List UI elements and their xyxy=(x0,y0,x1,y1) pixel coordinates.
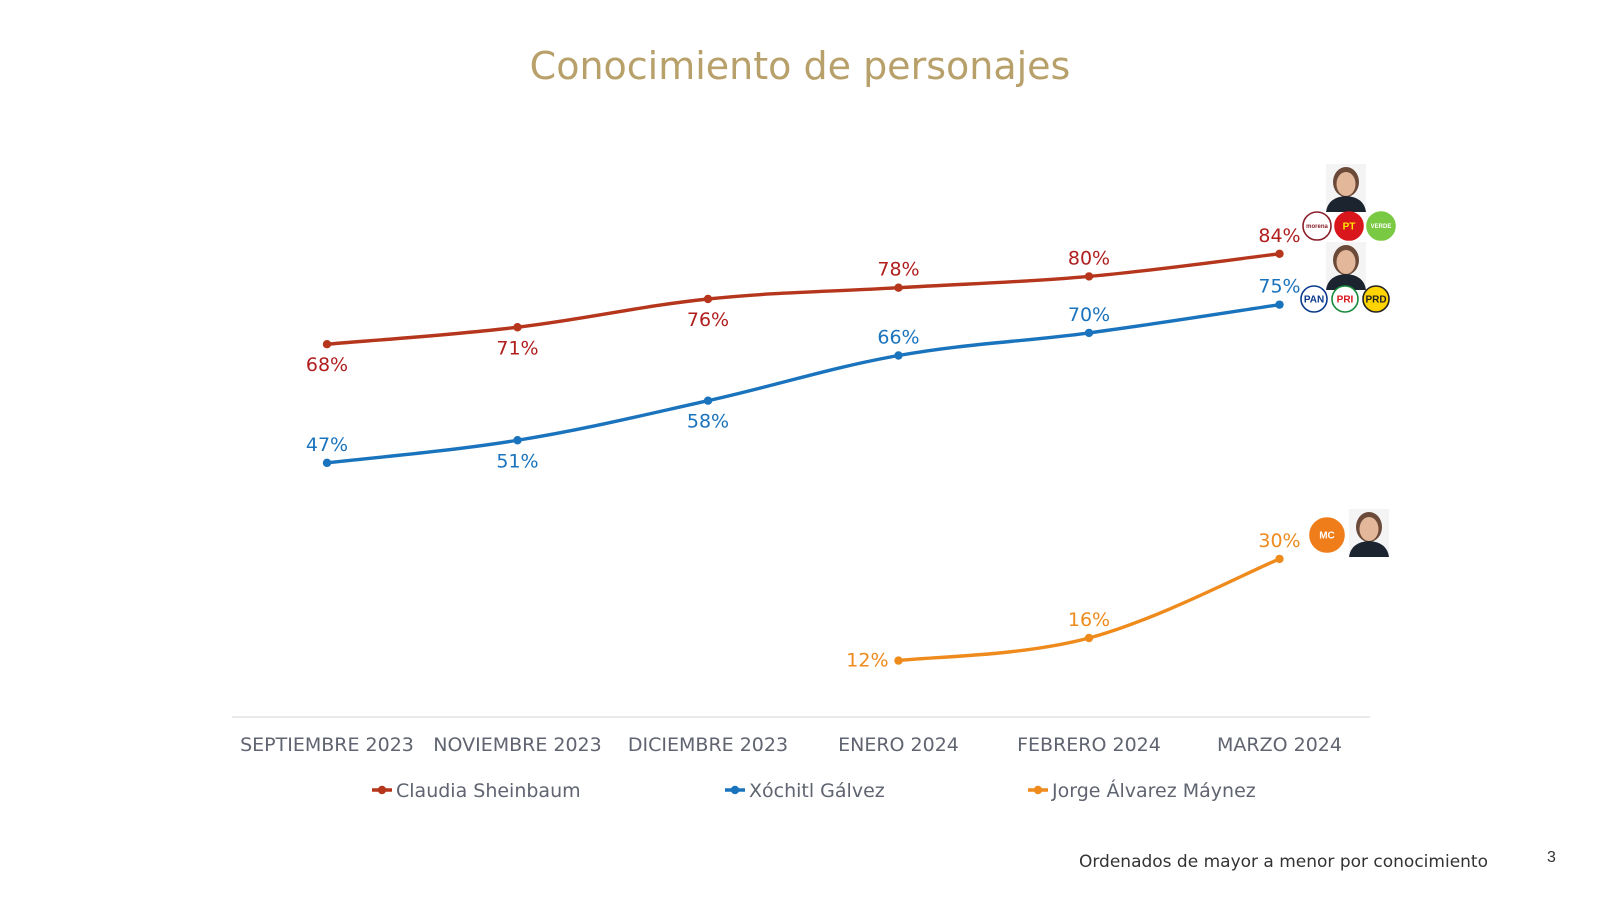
data-point xyxy=(1275,300,1284,309)
data-label: 66% xyxy=(877,327,919,349)
x-tick-label: MARZO 2024 xyxy=(1217,734,1342,756)
party-logo-icon: MC xyxy=(1309,517,1345,553)
svg-text:morena: morena xyxy=(1306,224,1328,230)
data-label: 75% xyxy=(1258,276,1300,298)
svg-text:PRI: PRI xyxy=(1337,295,1354,306)
series-line xyxy=(325,252,1282,346)
legend-swatch-dot xyxy=(730,785,740,795)
x-tick-label: SEPTIEMBRE 2023 xyxy=(240,734,414,756)
legend-swatch-dot xyxy=(377,785,387,795)
party-logo-icon: PRI xyxy=(1331,285,1359,313)
data-point xyxy=(1084,633,1094,643)
x-tick-label: DICIEMBRE 2023 xyxy=(628,734,788,756)
data-point xyxy=(894,351,903,360)
party-logo-icon: PRD xyxy=(1362,285,1390,313)
legend-label: Claudia Sheinbaum xyxy=(396,780,581,802)
party-logo-icon: PAN xyxy=(1300,285,1328,313)
legend-label: Jorge Álvarez Máynez xyxy=(1051,779,1256,802)
data-label: 70% xyxy=(1068,304,1110,326)
data-label: 16% xyxy=(1068,609,1110,631)
data-point xyxy=(1084,328,1094,338)
data-point xyxy=(894,283,903,292)
x-tick-label: NOVIEMBRE 2023 xyxy=(433,734,601,756)
chart-title: Conocimiento de personajes xyxy=(529,44,1071,88)
sheinbaum-photo xyxy=(1326,164,1366,212)
data-label: 80% xyxy=(1068,247,1110,269)
data-label: 51% xyxy=(496,450,538,472)
legend-label: Xóchitl Gálvez xyxy=(749,780,885,802)
data-point xyxy=(513,436,522,445)
data-point xyxy=(703,294,713,304)
svg-text:PT: PT xyxy=(1343,222,1356,233)
data-point xyxy=(322,340,332,349)
svg-text:MC: MC xyxy=(1319,531,1335,542)
x-tick-label: FEBRERO 2024 xyxy=(1017,734,1161,756)
data-label: 12% xyxy=(846,650,888,672)
legend-swatch-dot xyxy=(1033,785,1043,795)
svg-text:VERDE: VERDE xyxy=(1371,224,1392,230)
data-label: 78% xyxy=(877,259,919,281)
footnote: Ordenados de mayor a menor por conocimie… xyxy=(1078,852,1488,872)
data-point xyxy=(1275,554,1284,564)
svg-text:PAN: PAN xyxy=(1304,295,1324,306)
galvez-photo xyxy=(1326,242,1366,290)
data-label: 58% xyxy=(687,411,729,433)
page-number: 3 xyxy=(1547,849,1556,866)
data-label: 84% xyxy=(1258,225,1300,247)
data-point xyxy=(513,323,522,332)
data-label: 47% xyxy=(306,434,348,456)
svg-text:PRD: PRD xyxy=(1365,295,1386,306)
data-label: 68% xyxy=(306,354,348,376)
maynez-photo xyxy=(1349,509,1389,557)
x-tick-label: ENERO 2024 xyxy=(838,734,959,756)
party-logo-icon: VERDE xyxy=(1366,211,1396,241)
data-point xyxy=(703,396,713,405)
legend: Claudia Sheinbaum Xóchitl Gálvez Jorge Álv… xyxy=(372,779,1256,802)
data-label: 30% xyxy=(1258,530,1300,552)
data-point xyxy=(894,656,903,665)
data-label: 71% xyxy=(496,337,538,359)
data-point xyxy=(1084,272,1094,281)
party-logo-icon: morena xyxy=(1302,211,1332,241)
data-point xyxy=(1275,249,1284,258)
series-line xyxy=(325,302,1282,465)
x-tick-labels: SEPTIEMBRE 2023 NOVIEMBRE 2023 DICIEMBRE 2… xyxy=(240,734,1342,756)
data-label: 76% xyxy=(687,309,729,331)
data-point xyxy=(322,458,332,468)
party-logo-icon: PT xyxy=(1334,211,1364,241)
candidate-markers: morena PT VERDE PAN PRI PRD MC xyxy=(1300,164,1396,557)
series-layer: 68% 71% 76% 78% 80% 84% 47% 51% 58% 66% 70% 75% 12% 1… xyxy=(306,225,1301,672)
